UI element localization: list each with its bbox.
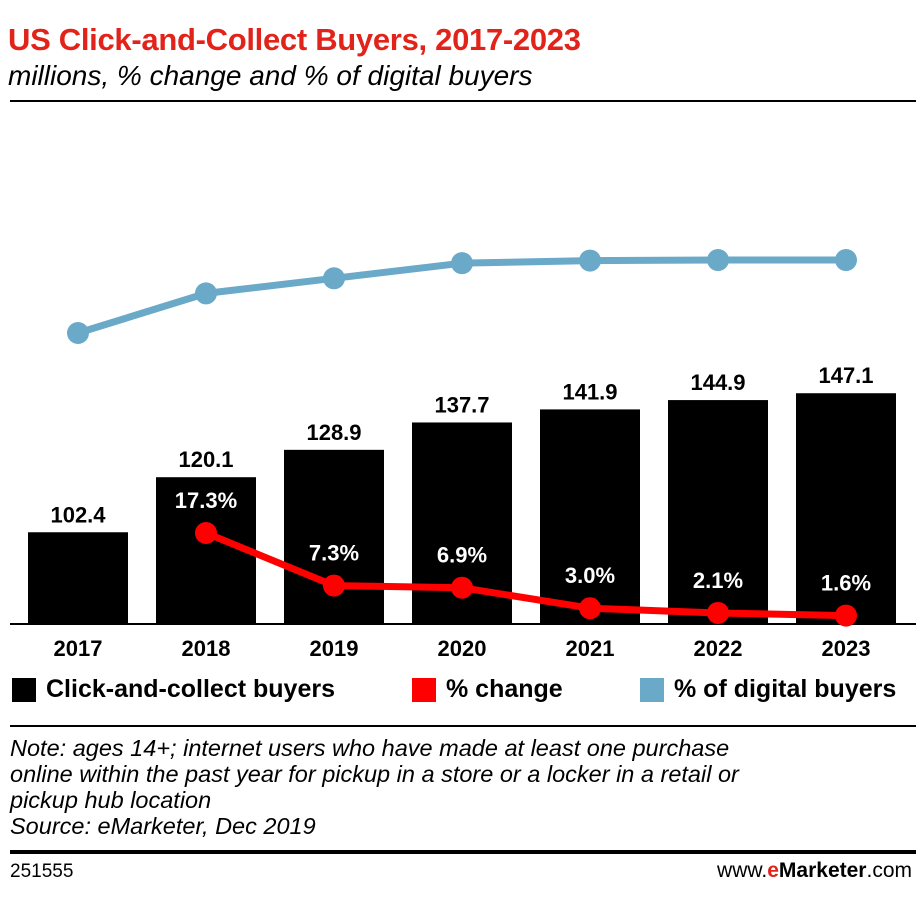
point-change-2023 [835,604,857,627]
x-tick-2020: 2020 [438,636,487,661]
x-tick-2019: 2019 [310,636,359,661]
label-change-2022: 2.1% [693,568,743,593]
note-line-3: pickup hub location [10,787,212,813]
note-line-2: online within the past year for pickup i… [10,761,739,787]
source-line: Source: eMarketer, Dec 2019 [10,813,316,839]
bar-value-2023: 147.1 [818,363,873,388]
label-digital-2019: 66.0% [303,308,365,333]
x-tick-2023: 2023 [822,636,871,661]
legend-rule [10,725,916,727]
point-change-2019 [323,574,345,597]
brand-logo: www.eMarketer.com [717,859,912,883]
point-digital-2023 [835,249,857,272]
chart-subtitle: millions, % change and % of digital buye… [8,60,533,91]
bar-value-2019: 128.9 [306,420,361,445]
bar-value-2022: 144.9 [690,370,745,395]
brand-e: e [767,859,779,882]
point-change-2018 [195,522,217,544]
bar-value-2020: 137.7 [434,392,489,417]
label-digital-2020: 68.9% [431,293,493,318]
bar-value-2017: 102.4 [50,502,106,527]
bar-2018 [156,477,256,624]
point-digital-2017 [67,322,89,344]
brand-suffix: .com [866,859,912,882]
label-change-2023: 1.6% [821,571,871,596]
legend-label-buyers: Click-and-collect buyers [46,675,335,703]
point-digital-2021 [579,249,601,272]
point-change-2022 [707,601,729,624]
brand-name: Marketer [778,859,867,882]
label-change-2020: 6.9% [437,543,487,568]
brand-prefix: www. [717,859,768,882]
top-rule [10,100,916,102]
bar-2017 [28,532,128,624]
point-digital-2022 [707,249,729,272]
bar-value-2021: 141.9 [562,379,617,404]
chart-legend: Click-and-collect buyers % change % of d… [12,675,917,711]
bar-2019 [284,449,384,624]
note-line-1: Note: ages 14+; internet users who have … [10,735,730,761]
label-digital-2017: 55.5% [47,363,109,388]
legend-swatch-buyers [12,677,36,702]
legend-label-digital: % of digital buyers [674,675,897,703]
legend-item-digital: % of digital buyers [640,675,896,704]
bar-2022 [668,400,768,624]
point-digital-2020 [451,252,473,275]
legend-item-buyers: Click-and-collect buyers [12,675,335,704]
x-tick-2021: 2021 [566,636,615,661]
legend-swatch-change [412,677,436,702]
chart-note: Note: ages 14+; internet users who have … [10,735,910,839]
label-digital-2021: 69.4% [559,291,621,316]
label-change-2019: 7.3% [309,541,359,566]
x-tick-2017: 2017 [54,636,103,661]
point-change-2021 [579,597,601,620]
label-digital-2023: 69.5% [815,290,877,315]
legend-swatch-digital [640,677,664,702]
legend-item-change: % change [412,675,563,704]
chart-title: US Click-and-Collect Buyers, 2017-2023 [8,22,581,57]
chart-plot: 102.4 120.1 128.9 137.7 141.9 144.9 147.1 2017 2… [10,249,916,661]
point-digital-2019 [323,267,345,290]
x-tick-2018: 2018 [182,636,231,661]
x-tick-2022: 2022 [694,636,743,661]
chart-id: 251555 [10,861,74,882]
bar-2023 [796,393,896,624]
legend-label-change: % change [446,675,563,703]
bar-2021 [540,409,640,624]
line-percent-change [204,529,847,620]
label-change-2021: 3.0% [565,563,615,588]
point-digital-2018 [195,282,217,305]
label-digital-2018: 63.1% [175,323,237,348]
label-digital-2022: 69.5% [687,290,749,315]
footer-rule [10,850,916,854]
bar-value-2018: 120.1 [178,447,233,472]
label-change-2018: 17.3% [175,488,237,513]
point-change-2020 [451,576,473,599]
